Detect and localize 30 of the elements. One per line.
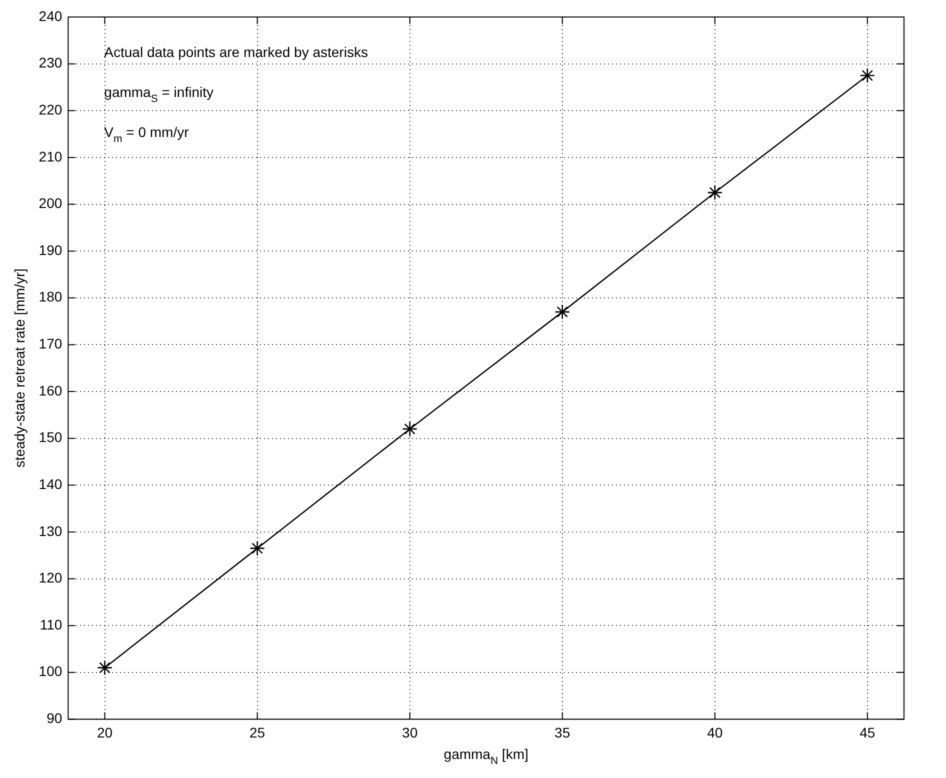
y-tick-label: 150 bbox=[38, 429, 62, 446]
y-tick-label: 180 bbox=[38, 288, 62, 305]
y-tick-label: 110 bbox=[40, 616, 62, 632]
x-tick-label: 30 bbox=[402, 724, 418, 740]
x-tick-label: 40 bbox=[707, 724, 723, 740]
y-tick-label: 90 bbox=[46, 710, 62, 726]
y-tick-label: 170 bbox=[38, 336, 62, 352]
y-tick-label: 220 bbox=[38, 101, 62, 118]
y-tick-label: 190 bbox=[38, 242, 62, 258]
y-tick-label: 240 bbox=[38, 8, 62, 24]
y-axis-title: steady-state retreat rate [mm/yr] bbox=[11, 268, 28, 468]
point bbox=[402, 421, 418, 437]
y-tick-label: 100 bbox=[38, 663, 62, 680]
y-tick-label: 120 bbox=[38, 570, 62, 586]
point bbox=[554, 304, 570, 320]
y-tick-label: 140 bbox=[38, 476, 62, 492]
annotation: Actual data points are marked by asterisks bbox=[104, 44, 368, 60]
x-tick-label: 35 bbox=[554, 724, 570, 740]
point bbox=[97, 660, 112, 676]
y-tick-label: 160 bbox=[38, 382, 62, 398]
y-tick-label: 210 bbox=[38, 148, 62, 164]
y-tick-label: 130 bbox=[38, 522, 62, 539]
point bbox=[860, 68, 876, 84]
y-tick-label: 200 bbox=[38, 195, 62, 212]
point bbox=[707, 184, 723, 200]
x-tick-label: 45 bbox=[860, 724, 876, 740]
x-tick-label: 25 bbox=[250, 724, 266, 740]
y-tick-label: 230 bbox=[38, 54, 62, 71]
point bbox=[250, 540, 265, 556]
x-tick-label: 20 bbox=[96, 724, 113, 740]
